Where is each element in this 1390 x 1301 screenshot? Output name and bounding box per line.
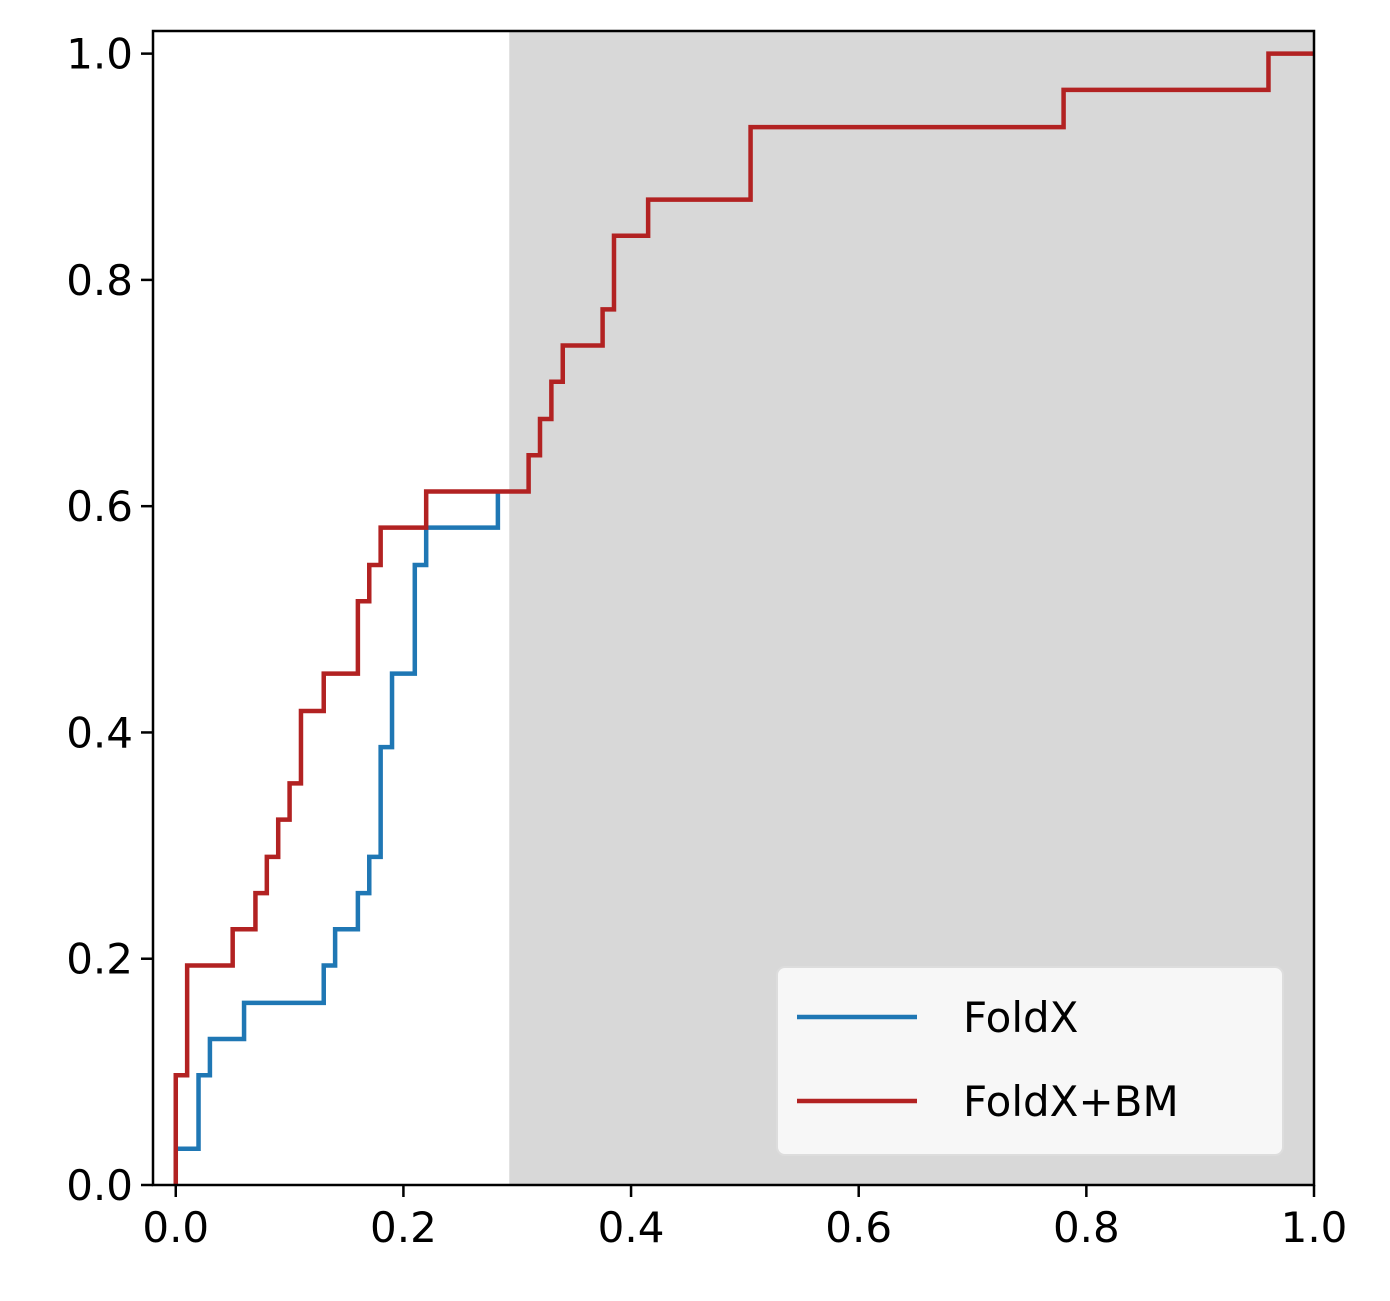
y-tick-label: 0.8 bbox=[66, 256, 133, 305]
axes-frame bbox=[151, 29, 1316, 1187]
series-line-foldx bbox=[173, 491, 501, 1185]
x-tick-label: 0.0 bbox=[142, 1203, 209, 1252]
series-line-foldx-bm bbox=[173, 51, 1314, 1185]
legend-label: FoldX+BM bbox=[963, 1077, 1179, 1126]
legend-box bbox=[776, 966, 1284, 1156]
x-tick-label: 0.2 bbox=[370, 1203, 437, 1252]
y-tick-label: 0.4 bbox=[66, 708, 133, 757]
x-tick-label: 1.0 bbox=[1281, 1203, 1348, 1252]
x-tick-label: 0.6 bbox=[825, 1203, 892, 1252]
legend: FoldX FoldX+BM bbox=[776, 966, 1284, 1156]
y-axis: 0.0 0.2 0.4 0.6 0.8 1.0 bbox=[66, 30, 153, 1210]
x-tick-label: 0.8 bbox=[1053, 1203, 1120, 1252]
y-tick-label: 0.0 bbox=[66, 1161, 133, 1210]
x-tick-label: 0.4 bbox=[598, 1203, 665, 1252]
y-tick-label: 0.2 bbox=[66, 935, 133, 984]
y-tick-label: 1.0 bbox=[66, 30, 133, 79]
y-tick-label: 0.6 bbox=[66, 482, 133, 531]
legend-label: FoldX bbox=[963, 993, 1078, 1042]
series-layer bbox=[173, 51, 1314, 1185]
x-axis: 0.0 0.2 0.4 0.6 0.8 1.0 bbox=[142, 1185, 1347, 1252]
